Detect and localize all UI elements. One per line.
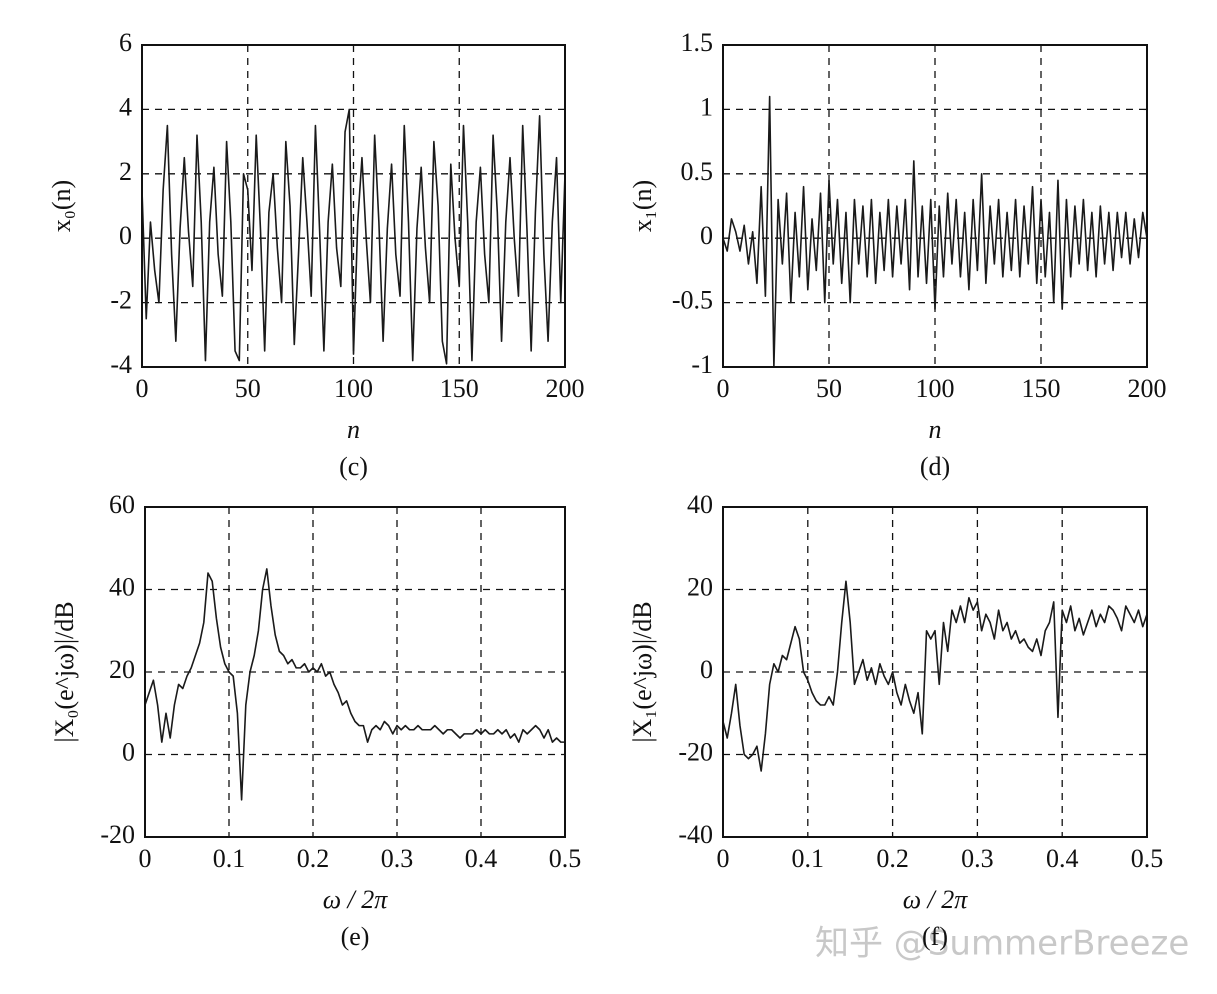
plot-frame xyxy=(722,506,1148,838)
x-tick-label: 0.2 xyxy=(297,844,330,873)
x-tick-label: 150 xyxy=(1022,374,1061,403)
x-axis-label: n xyxy=(347,415,360,444)
x-tick-label: 50 xyxy=(816,374,842,403)
x-tick-label: 0.1 xyxy=(213,844,246,873)
x-tick-label: 0 xyxy=(136,374,149,403)
plot-frame xyxy=(141,44,566,368)
y-tick-label: 40 xyxy=(109,572,135,601)
y-tick-label: 1 xyxy=(700,92,713,121)
y-axis-label: x₁(n) xyxy=(628,180,657,232)
y-tick-label: -20 xyxy=(678,737,713,766)
x-tick-label: 0.3 xyxy=(961,844,994,873)
y-tick-label: 40 xyxy=(687,490,713,519)
x-tick-label: 200 xyxy=(1128,374,1167,403)
x-tick-label: 50 xyxy=(235,374,261,403)
y-tick-label: 0.5 xyxy=(681,157,714,186)
x-tick-label: 0.2 xyxy=(876,844,909,873)
y-axis-label: |X₁(e^jω)|/dB xyxy=(628,601,657,742)
x-axis-label: ω / 2π xyxy=(903,885,969,914)
y-tick-label: 20 xyxy=(109,655,135,684)
y-axis-label: x₀(n) xyxy=(47,180,76,232)
plot-frame xyxy=(144,506,566,838)
y-tick-label: 60 xyxy=(109,490,135,519)
x-tick-label: 0 xyxy=(717,844,730,873)
y-tick-label: 1.5 xyxy=(681,28,714,57)
y-tick-label: 0 xyxy=(700,221,713,250)
signal-line xyxy=(722,95,1148,368)
signal-line xyxy=(144,568,565,801)
watermark: 知乎 @SummerBreeze xyxy=(815,924,1189,964)
y-tick-label: 20 xyxy=(687,572,713,601)
y-tick-label: -40 xyxy=(678,820,713,849)
x-tick-label: 0.5 xyxy=(1131,844,1164,873)
x-tick-label: 0 xyxy=(139,844,152,873)
caption: (c) xyxy=(339,452,368,481)
caption: (f) xyxy=(922,922,948,951)
y-tick-label: -0.5 xyxy=(672,286,713,315)
signal-line xyxy=(722,580,1148,772)
x-tick-label: 100 xyxy=(334,374,373,403)
y-tick-label: 0 xyxy=(119,221,132,250)
x-tick-label: 200 xyxy=(546,374,585,403)
x-tick-label: 0.5 xyxy=(549,844,582,873)
y-tick-label: -1 xyxy=(691,350,713,379)
x-axis-label: n xyxy=(929,415,942,444)
x-tick-label: 0.1 xyxy=(792,844,825,873)
x-tick-label: 150 xyxy=(440,374,479,403)
y-tick-label: -20 xyxy=(100,820,135,849)
x-tick-label: 0.3 xyxy=(381,844,414,873)
y-axis-label: |X₀(e^jω)|/dB xyxy=(50,601,79,742)
y-tick-label: 6 xyxy=(119,28,132,57)
x-tick-label: 100 xyxy=(916,374,955,403)
x-tick-label: 0.4 xyxy=(1046,844,1079,873)
y-tick-label: 4 xyxy=(119,92,132,121)
x-tick-label: 0.4 xyxy=(465,844,498,873)
signal-line xyxy=(141,108,566,365)
y-tick-label: -4 xyxy=(110,350,132,379)
y-tick-label: 2 xyxy=(119,157,132,186)
y-tick-label: 0 xyxy=(700,655,713,684)
caption: (e) xyxy=(341,922,370,951)
plot-frame xyxy=(722,44,1148,368)
y-tick-label: -2 xyxy=(110,286,132,315)
x-tick-label: 0 xyxy=(717,374,730,403)
y-tick-label: 0 xyxy=(122,737,135,766)
caption: (d) xyxy=(920,452,950,481)
x-axis-label: ω / 2π xyxy=(323,885,389,914)
